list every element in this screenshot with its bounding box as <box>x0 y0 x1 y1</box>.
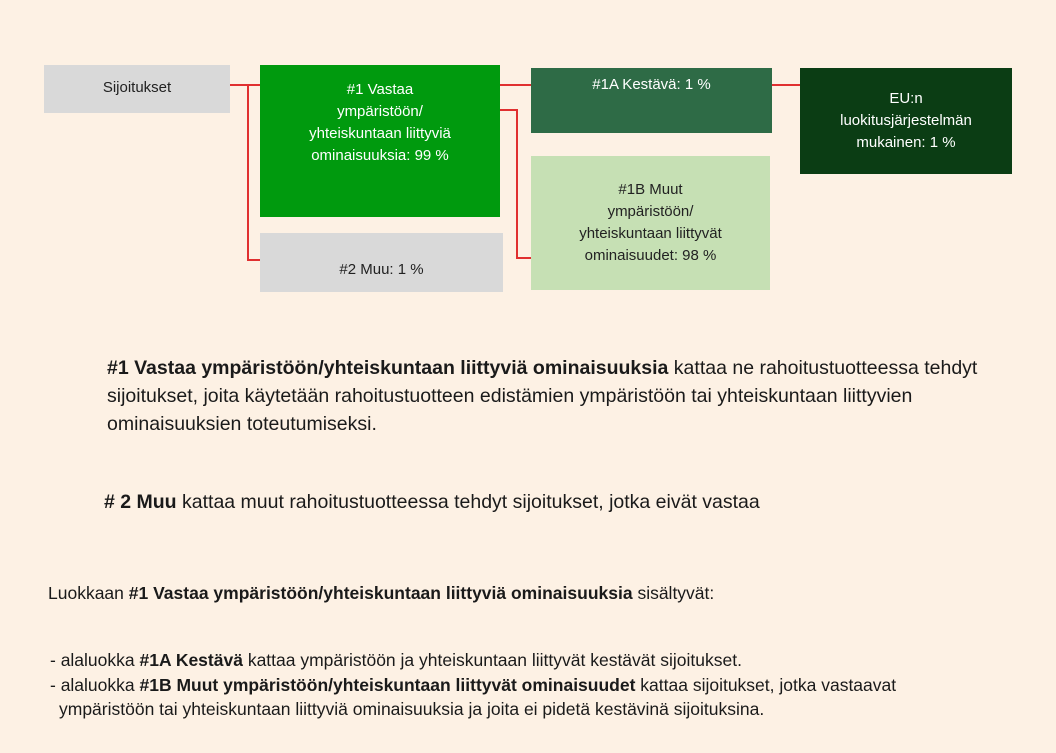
box-label: yhteiskuntaan liittyviä <box>309 125 451 142</box>
text: - alaluokka <box>50 675 140 695</box>
text: sisältyvät: <box>632 583 715 603</box>
bold-text: #1B Muut ympäristöön/yhteiskuntaan liitt… <box>139 675 636 695</box>
text: kattaa ympäristöön ja yhteiskuntaan liit… <box>242 650 742 670</box>
connector <box>247 259 260 261</box>
box-1a: #1A Kestävä: 1 % <box>531 68 772 133</box>
text: kattaa muut rahoitustuotteessa tehdyt si… <box>176 491 760 513</box>
connector <box>230 84 260 86</box>
list-item: - alaluokka #1A Kestävä kattaa ympäristö… <box>50 648 959 672</box>
box-label: ominaisuudet: 98 % <box>584 247 717 264</box>
box-1: #1 Vastaa ympäristöön/yhteiskuntaan liitt… <box>260 65 500 217</box>
connector <box>516 109 518 259</box>
box-label: ympäristöön/ <box>337 103 423 120</box>
list-item: - alaluokka #1B Muut ympäristöön/yhteisk… <box>50 673 959 721</box>
text: kattaa sijoitukset, jotka vastaavat ympä… <box>59 675 901 719</box>
text: Luokkaan <box>48 583 129 603</box>
box-label: EU:n <box>889 90 923 107</box>
bold-text: #1 Vastaa ympäristöön/yhteiskuntaan liit… <box>107 357 669 379</box>
connector <box>500 84 531 86</box>
paragraph: # 2 Muu kattaa muut rahoitustuotteessa t… <box>104 488 1039 516</box>
box-1b: #1B Muut ympäristöön/yhteiskuntaan liitty… <box>531 156 770 290</box>
connector <box>772 84 800 86</box>
bold-text: #1 Vastaa ympäristöön/yhteiskuntaan liit… <box>128 583 633 603</box>
box-label: yhteiskuntaan liittyvät <box>579 225 722 242</box>
connector <box>516 257 531 259</box>
box-label: Sijoitukset <box>102 79 172 96</box>
text: - alaluokka <box>50 650 140 670</box>
box-label: #2 Muu: 1 % <box>339 260 424 278</box>
paragraph: Luokkaan #1 Vastaa ympäristöön/yhteiskun… <box>48 581 1008 605</box>
box-label: ympäristöön/ <box>607 203 694 220</box>
box-investments: Sijoitukset <box>44 65 230 113</box>
box-label: mukainen: 1 % <box>856 134 956 151</box>
box-label: #1A Kestävä: 1 % <box>592 76 711 93</box>
box-eu: EU:n luokitusjärjestelmän mukainen: 1 % <box>800 68 1012 174</box>
box-2: #2 Muu: 1 % <box>260 233 503 292</box>
connector <box>500 109 518 111</box>
paragraph: #1 Vastaa ympäristöön/yhteiskuntaan liit… <box>107 354 1042 438</box>
box-label: ominaisuuksia: 99 % <box>311 147 449 164</box>
box-label: luokitusjärjestelmän <box>840 112 972 129</box>
text: kattaa ne rahoitustuotteessa tehdyt sijo… <box>107 357 983 435</box>
bold-text: #1A Kestävä <box>139 650 243 670</box>
box-label: #1 Vastaa <box>346 81 414 98</box>
box-label: #1B Muut <box>618 181 683 198</box>
bold-text: # 2 Muu <box>104 491 177 513</box>
connector <box>247 84 249 261</box>
